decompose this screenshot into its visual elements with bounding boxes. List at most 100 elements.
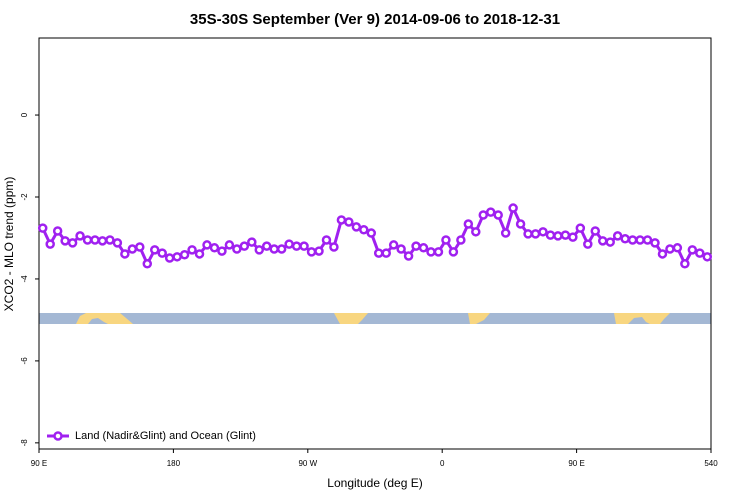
data-point [269, 244, 279, 254]
data-point [112, 238, 123, 248]
data-point [187, 245, 197, 255]
data-point [373, 248, 384, 258]
data-point [67, 238, 78, 248]
data-point [120, 249, 130, 259]
data-point [321, 235, 332, 245]
data-point [493, 210, 503, 220]
data-point [583, 239, 593, 249]
data-point [665, 244, 675, 254]
data-point [291, 241, 302, 251]
data-point [239, 241, 250, 251]
data-point [164, 253, 175, 263]
data-point [553, 231, 563, 241]
data-point [37, 223, 48, 233]
data-point [254, 245, 265, 255]
x-tick-label: 90 E [568, 459, 584, 468]
data-point [433, 247, 444, 257]
data-point [463, 219, 474, 229]
data-point [515, 219, 526, 229]
data-point [261, 241, 272, 251]
data-point [702, 252, 713, 262]
data-point [657, 249, 668, 259]
data-point [426, 247, 436, 257]
data-point [680, 259, 690, 269]
data-point [276, 244, 287, 254]
data-point [575, 223, 586, 233]
data-point [82, 235, 93, 245]
x-tick-label: 90 E [31, 459, 47, 468]
data-point [217, 246, 227, 256]
data-point [530, 229, 541, 239]
y-tick-label: 0 [20, 112, 29, 117]
y-axis-label: XCO2 - MLO trend (ppm) [2, 177, 16, 312]
chart-title: 35S-30S September (Ver 9) 2014-09-06 to … [190, 11, 560, 28]
data-point [635, 235, 645, 245]
x-tick-label: 0 [440, 459, 445, 468]
x-tick-label: 180 [167, 459, 181, 468]
plot-frame [38, 37, 712, 450]
y-tick-label: -4 [20, 275, 29, 283]
data-point [247, 237, 257, 247]
data-point [411, 241, 421, 251]
x-tick-label: 540 [704, 459, 718, 468]
data-point [381, 248, 391, 258]
data-point [209, 243, 220, 253]
data-point [105, 235, 115, 245]
data-point [485, 207, 496, 217]
data-point [149, 245, 160, 255]
data-point [672, 243, 683, 253]
data-point [388, 240, 399, 250]
data-point [448, 247, 459, 257]
legend-marker [53, 431, 63, 441]
data-point [306, 247, 317, 257]
data-point [441, 235, 451, 245]
data-point [344, 217, 354, 227]
data-point [359, 225, 369, 235]
data-point [299, 241, 309, 251]
data-point [172, 252, 182, 262]
data-point [612, 231, 623, 241]
data-point [620, 234, 630, 244]
data-point [396, 244, 406, 254]
data-point [456, 235, 466, 245]
data-point [351, 222, 362, 232]
x-tick-label: 90 W [298, 459, 317, 468]
data-point [127, 244, 138, 254]
data-point [627, 235, 638, 245]
y-tick-label: -2 [20, 193, 29, 201]
legend-label: Land (Nadir&Glint) and Ocean (Glint) [75, 430, 256, 442]
data-point [45, 239, 55, 249]
data-point [545, 230, 556, 240]
data-point [403, 251, 414, 261]
data-point [60, 236, 70, 246]
data-point [90, 235, 100, 245]
data-point [135, 242, 145, 252]
data-point [366, 228, 377, 238]
data-point [284, 239, 294, 249]
data-point [560, 230, 571, 240]
data-point [202, 240, 212, 250]
data-point [179, 250, 190, 260]
data-point [471, 227, 481, 237]
y-tick-label: -6 [20, 357, 29, 365]
data-point [597, 236, 608, 246]
data-point [157, 248, 167, 258]
y-tick-label: -8 [20, 439, 29, 447]
data-point [500, 228, 511, 238]
x-axis-label: Longitude (deg E) [327, 476, 422, 490]
data-point [314, 246, 324, 256]
data-point [568, 232, 578, 242]
data-point [650, 238, 660, 248]
data-point [538, 227, 548, 237]
data-point [52, 226, 63, 236]
data-point [642, 235, 653, 245]
data-point [418, 243, 429, 253]
data-point [508, 203, 518, 213]
data-point [142, 259, 153, 269]
data-point [695, 248, 705, 258]
data-point [329, 242, 339, 252]
data-point [75, 231, 85, 241]
data-point [478, 210, 489, 220]
land-ocean-strip [39, 313, 711, 324]
